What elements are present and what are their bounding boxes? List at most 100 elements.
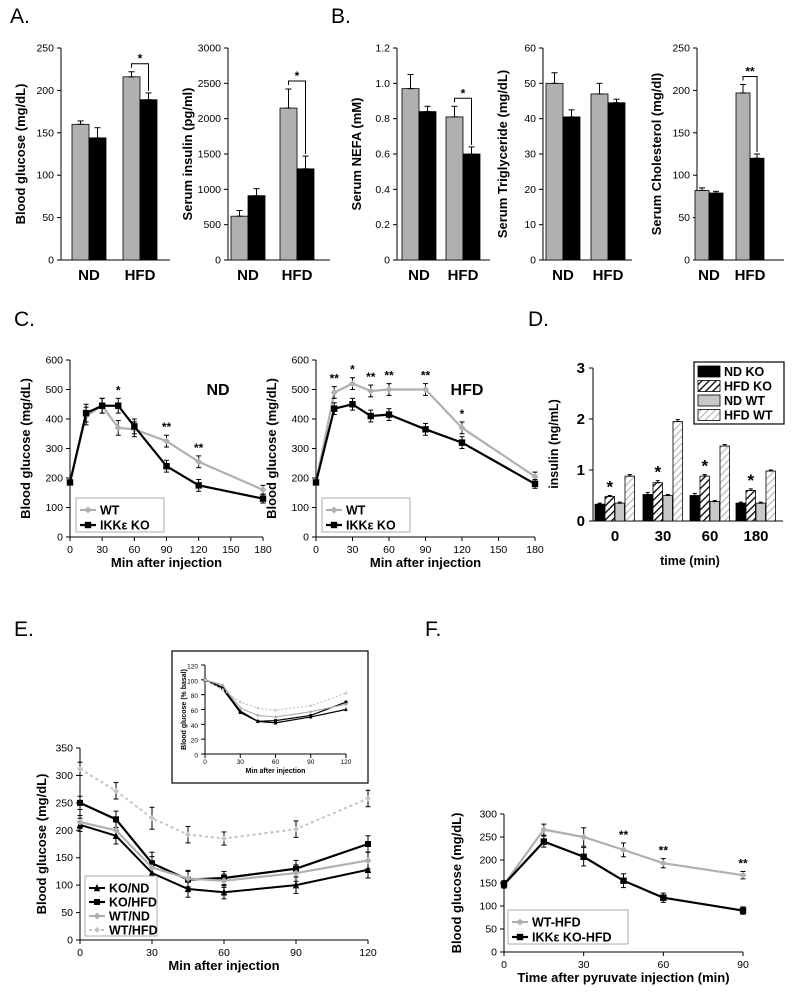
x-tick-label: 0 <box>501 959 507 971</box>
x-axis-label: time (min) <box>660 554 720 568</box>
y-axis-label: Blood glucose (% basal) <box>181 669 188 750</box>
legend-swatch-marker <box>84 521 92 529</box>
data-point <box>273 720 278 725</box>
y-tick-label: 100 <box>55 880 73 892</box>
data-point <box>256 719 260 723</box>
bar-nd-ko-t60 <box>689 495 700 522</box>
bar-wt-hfd <box>590 93 609 261</box>
data-point <box>308 709 313 714</box>
data-point <box>531 480 539 488</box>
bar-wt-nd <box>71 123 90 261</box>
data-point <box>739 871 747 879</box>
chart-blood-glucose-bars: 0 50 100 150 200 250 Blood glucose (mg/dL) ND HF… <box>13 43 170 284</box>
category-label: HFD <box>593 267 624 284</box>
data-point <box>185 831 191 838</box>
data-point <box>659 859 667 867</box>
y-tick-label: 2500 <box>198 78 222 90</box>
panel-label-d: D. <box>528 308 549 331</box>
data-point <box>221 835 227 842</box>
y-tick-label: 0.8 <box>375 113 390 125</box>
y-tick-label: 150 <box>55 852 73 864</box>
bar-wt-hfd <box>279 107 298 261</box>
legend-label: WT <box>100 504 120 518</box>
bar-ikk-ko-nd <box>418 111 437 261</box>
significance-bracket <box>742 75 758 152</box>
series-line-ikk-ko-hfd <box>503 840 744 912</box>
bar-hfd-wt-t60 <box>719 445 730 522</box>
data-point <box>309 713 313 717</box>
x-tick-label: 60 <box>657 959 669 971</box>
y-tick-label: 50 <box>485 924 497 936</box>
y-tick-label: 50 <box>524 78 536 90</box>
legend-swatch-marker <box>330 506 338 514</box>
y-tick-label: 0.4 <box>375 184 390 196</box>
legend-label: WT-HFD <box>532 916 581 930</box>
y-tick-label: 100 <box>187 678 198 685</box>
legend-label: KO/HFD <box>109 896 157 910</box>
data-point <box>113 816 119 823</box>
data-point <box>365 841 371 847</box>
x-tick-label: 90 <box>420 544 432 556</box>
y-tick-label: 400 <box>291 414 309 426</box>
y-tick-label: 2000 <box>198 113 222 125</box>
panel-label-f: F. <box>425 618 441 641</box>
y-tick-label: 50 <box>42 212 54 224</box>
bar-nd-wt-t0 <box>614 502 625 522</box>
bar-ikk-ko-nd <box>88 137 107 261</box>
series-line-wt <box>314 382 536 483</box>
category-label: ND <box>237 267 259 284</box>
y-tick-label: 100 <box>45 502 63 514</box>
series-line-wt-hfd <box>503 828 744 886</box>
bar-wt-hfd <box>735 92 751 261</box>
data-point <box>220 683 225 687</box>
y-tick-label: 0 <box>577 513 585 530</box>
legend-swatch-marker <box>330 521 338 529</box>
y-tick-label: 120 <box>187 664 198 671</box>
chart-insulin-time-bars: 0 1 2 3 insulin (ng/mL) time (min) 0 30 60 180 * * *… <box>547 360 785 568</box>
y-tick-label: 100 <box>291 502 309 514</box>
x-tick-label: 30 <box>655 528 672 545</box>
x-tick-label: 30 <box>237 759 245 766</box>
x-tick-label: 120 <box>359 947 377 959</box>
data-point <box>620 877 627 884</box>
y-tick-label: 80 <box>191 693 199 700</box>
x-axis-label: Min after injection <box>168 958 279 973</box>
category-label: ND <box>698 267 720 284</box>
data-point <box>273 715 278 719</box>
data-point <box>349 401 356 408</box>
y-tick-label: 150 <box>672 127 690 139</box>
data-point <box>458 424 466 432</box>
y-tick-label: 600 <box>45 355 63 367</box>
data-point <box>367 412 374 420</box>
significance-bracket <box>288 80 306 155</box>
data-point <box>620 846 627 854</box>
legend-swatch-marker <box>93 883 101 892</box>
x-tick-label: 0 <box>313 544 319 556</box>
bar-wt-nd <box>694 190 710 261</box>
data-point <box>580 833 588 841</box>
y-tick-label: 1000 <box>198 184 222 196</box>
legend-swatch-marker <box>94 927 100 933</box>
category-label: HFD <box>448 267 479 284</box>
y-tick-label: 0 <box>303 532 309 544</box>
data-point <box>77 799 83 806</box>
y-tick-label: 0 <box>530 255 536 267</box>
legend-swatch-marker <box>84 506 92 514</box>
legend-box <box>507 909 629 945</box>
x-axis-label: Min after injection <box>370 555 481 570</box>
data-point <box>259 495 267 502</box>
data-point <box>148 864 156 872</box>
data-point <box>422 386 429 393</box>
category-label: ND <box>408 267 430 284</box>
legend-label: IKKε KO <box>346 519 396 533</box>
x-tick-label: 90 <box>307 759 315 766</box>
y-axis-label: Blood glucose (mg/dL) <box>34 774 49 915</box>
data-point <box>195 458 203 466</box>
category-label: HFD <box>125 267 156 284</box>
data-point <box>364 856 372 864</box>
y-tick-label: 150 <box>479 878 497 890</box>
y-axis-label: insulin (ng/mL) <box>547 399 561 489</box>
y-axis-label: Blood glucose (mg/dL) <box>18 378 33 519</box>
